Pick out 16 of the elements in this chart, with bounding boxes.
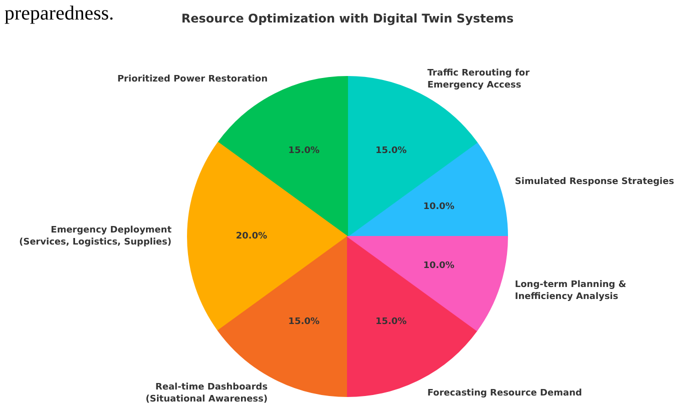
data-label: 15.0%	[375, 317, 407, 328]
data-label: 15.0%	[288, 317, 320, 328]
data-label: 10.0%	[423, 261, 454, 272]
slice-label: Forecasting Resource Demand	[427, 388, 582, 398]
text: preparedness.	[4, 2, 114, 24]
slice-label: Simulated Response Strategies	[514, 177, 674, 188]
slice-label: Long-term Planning & Inefficiency Analysis	[514, 280, 626, 302]
slice-label: Real-time Dashboards (Situational Awareness)	[146, 382, 268, 404]
chart-title: Resource Optimization with Digital Twin Systems	[181, 12, 514, 26]
data-label: 20.0%	[236, 232, 268, 242]
data-label: 10.0%	[423, 202, 454, 212]
slice-label: Traffic Rerouting for Emergency Access	[427, 68, 530, 91]
slice-label: Prioritized Power Restoration	[117, 74, 268, 85]
data-label: 15.0%	[375, 146, 407, 156]
data-label: 15.0%	[288, 146, 320, 156]
slice-label: Emergency Deployment (Services, Logistics, Supplies)	[19, 226, 172, 248]
